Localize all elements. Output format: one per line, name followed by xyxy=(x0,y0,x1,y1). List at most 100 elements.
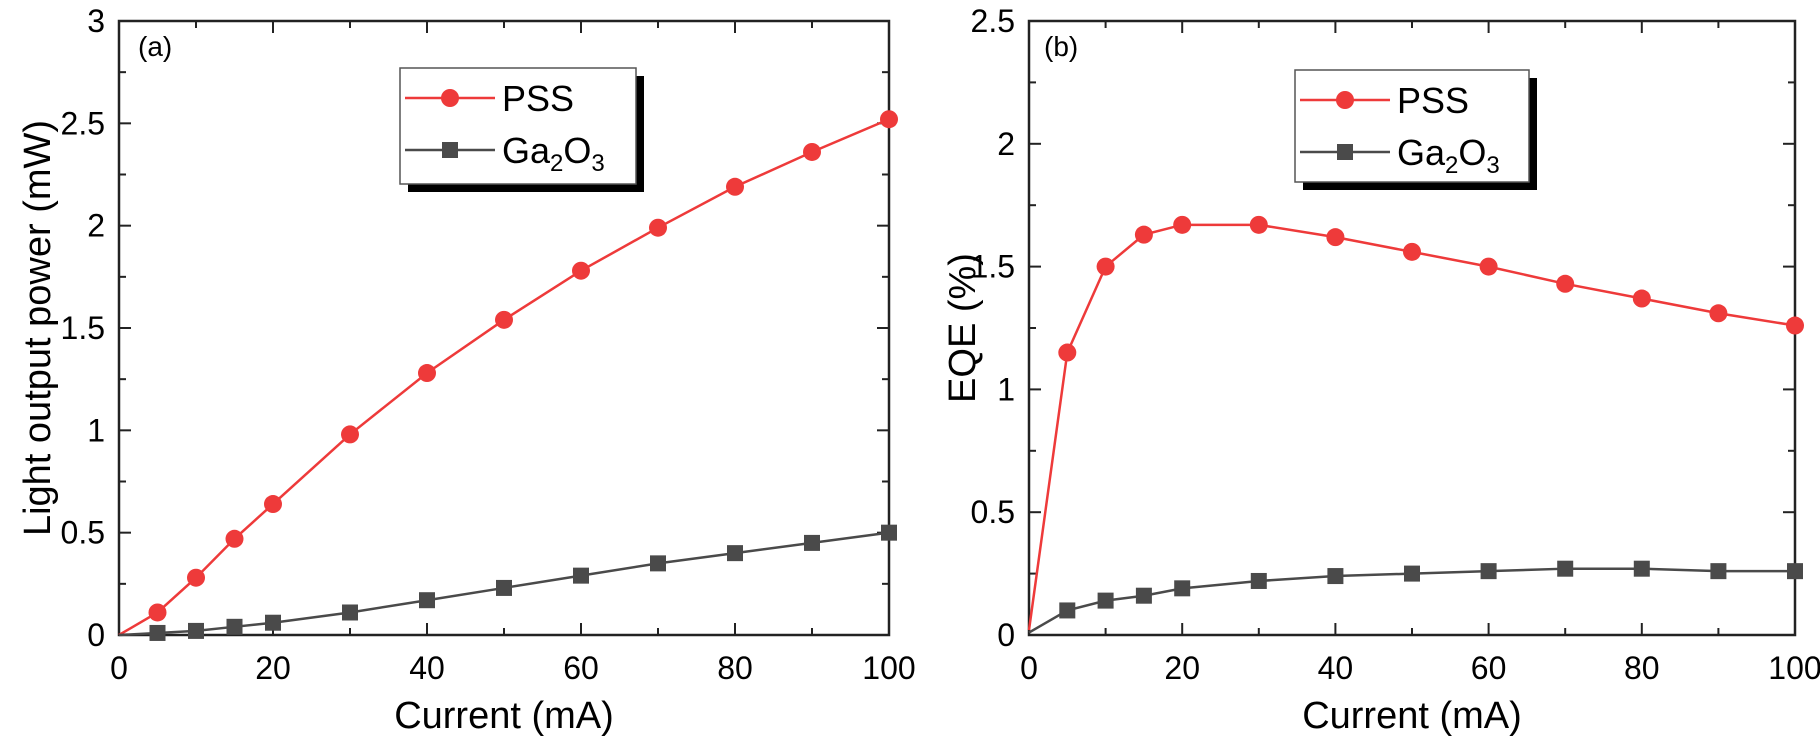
y-tick-label: 0 xyxy=(87,617,105,653)
panel-label: (a) xyxy=(138,31,172,62)
legend-label-part: O xyxy=(1458,132,1486,173)
y-tick-label: 1 xyxy=(87,412,105,448)
data-point-ga2o3 xyxy=(1557,560,1574,577)
y-tick-label: 1.5 xyxy=(971,249,1015,285)
x-tick-label: 40 xyxy=(1318,650,1354,686)
data-point-ga2o3 xyxy=(1787,563,1803,580)
data-point-pss xyxy=(1173,215,1192,234)
data-point-ga2o3 xyxy=(1250,572,1267,589)
data-point-ga2o3 xyxy=(1480,563,1497,580)
y-tick-label: 0.5 xyxy=(61,515,105,551)
data-point-pss xyxy=(264,495,282,514)
data-point-ga2o3 xyxy=(496,579,512,596)
data-point-pss xyxy=(649,218,667,237)
data-point-pss xyxy=(726,177,744,196)
data-point-pss xyxy=(495,310,513,329)
series-line-pss xyxy=(118,118,890,637)
data-point-pss xyxy=(1134,225,1153,244)
legend-box xyxy=(399,67,637,185)
data-point-ga2o3 xyxy=(342,604,358,621)
data-point-pss xyxy=(1096,257,1115,276)
legend-label: Ga2O3 xyxy=(502,130,605,177)
x-tick-label: 60 xyxy=(563,650,599,686)
data-point-ga2o3 xyxy=(226,618,243,635)
x-axis-title: Current (mA) xyxy=(1302,695,1522,737)
legend-label: PSS xyxy=(502,78,574,119)
data-point-ga2o3 xyxy=(727,545,743,562)
data-point-pss xyxy=(1249,215,1268,234)
x-tick-label: 60 xyxy=(1471,650,1507,686)
data-point-pss xyxy=(803,142,821,161)
legend-label-part: O xyxy=(563,130,591,171)
x-tick-label: 100 xyxy=(1768,650,1820,686)
y-axis-title: EQE (%) xyxy=(942,253,984,403)
data-point-ga2o3 xyxy=(573,567,589,584)
data-point-pss xyxy=(418,364,436,383)
data-point-pss xyxy=(1403,242,1421,261)
x-tick-label: 80 xyxy=(1624,650,1660,686)
data-point-pss xyxy=(341,425,359,444)
legend-label: Ga2O3 xyxy=(1397,132,1500,179)
y-tick-label: 1.5 xyxy=(61,310,105,346)
data-point-ga2o3 xyxy=(881,524,897,541)
legend-marker-circle xyxy=(441,89,459,107)
legend-marker-square xyxy=(442,142,458,158)
legend-label-part: Ga xyxy=(1397,132,1446,173)
data-point-ga2o3 xyxy=(1135,587,1152,604)
data-point-ga2o3 xyxy=(804,534,820,551)
data-point-ga2o3 xyxy=(1097,592,1114,609)
data-point-ga2o3 xyxy=(1059,602,1076,619)
y-tick-label: 2 xyxy=(87,208,105,244)
y-tick-label: 0.5 xyxy=(971,494,1015,530)
data-point-ga2o3 xyxy=(149,624,166,641)
x-tick-label: 20 xyxy=(255,650,291,686)
x-tick-label: 0 xyxy=(1020,650,1038,686)
data-point-pss xyxy=(1479,257,1498,276)
data-point-pss xyxy=(1326,228,1345,247)
data-point-pss xyxy=(1058,343,1077,362)
legend: PSS Ga2O3 xyxy=(399,67,644,192)
data-point-pss xyxy=(1556,274,1575,293)
chart-panel-a: 0 20 40 60 80 100 0 0.5 1 1.5 2 2.5 3 Current (mA) Lig… xyxy=(17,3,916,737)
data-point-pss xyxy=(1786,316,1804,335)
data-point-pss xyxy=(187,568,205,587)
data-point-ga2o3 xyxy=(1327,568,1344,585)
y-tick-label: 1 xyxy=(997,371,1015,407)
x-tick-label: 0 xyxy=(110,650,128,686)
x-tick-label: 20 xyxy=(1164,650,1200,686)
x-tick-label: 100 xyxy=(862,650,915,686)
data-point-ga2o3 xyxy=(650,555,666,572)
legend-label-subscript: 3 xyxy=(1486,152,1499,179)
data-point-ga2o3 xyxy=(1404,565,1420,582)
x-tick-label: 80 xyxy=(717,650,753,686)
data-point-ga2o3 xyxy=(419,592,435,609)
data-point-pss xyxy=(148,603,167,622)
data-point-pss xyxy=(225,529,244,548)
y-tick-label: 2 xyxy=(997,126,1015,162)
data-point-ga2o3 xyxy=(1710,563,1727,580)
legend-label-part: Ga xyxy=(502,130,551,171)
x-tick-label: 40 xyxy=(409,650,445,686)
legend-box xyxy=(1294,69,1530,183)
data-point-pss xyxy=(1632,289,1651,308)
legend-label: PSS xyxy=(1397,80,1469,121)
data-point-ga2o3 xyxy=(188,622,204,639)
legend-label-subscript: 2 xyxy=(1445,152,1458,179)
data-point-ga2o3 xyxy=(265,614,281,631)
data-point-ga2o3 xyxy=(1633,560,1650,577)
panel-label: (b) xyxy=(1044,31,1078,62)
legend-marker-square xyxy=(1337,144,1353,160)
data-point-pss xyxy=(572,261,590,280)
legend-marker-circle xyxy=(1336,91,1354,109)
data-point-ga2o3 xyxy=(1174,580,1191,597)
data-point-pss xyxy=(880,110,898,129)
data-point-pss xyxy=(1709,304,1728,323)
y-axis-title: Light output power (mW) xyxy=(17,120,59,536)
legend-label-subscript: 3 xyxy=(591,150,604,177)
legend: PSS Ga2O3 xyxy=(1294,69,1537,190)
x-axis-title: Current (mA) xyxy=(394,695,614,737)
y-tick-label: 3 xyxy=(87,3,105,39)
y-tick-label: 2.5 xyxy=(61,105,105,141)
y-tick-label: 0 xyxy=(997,617,1015,653)
legend-label-subscript: 2 xyxy=(550,150,563,177)
